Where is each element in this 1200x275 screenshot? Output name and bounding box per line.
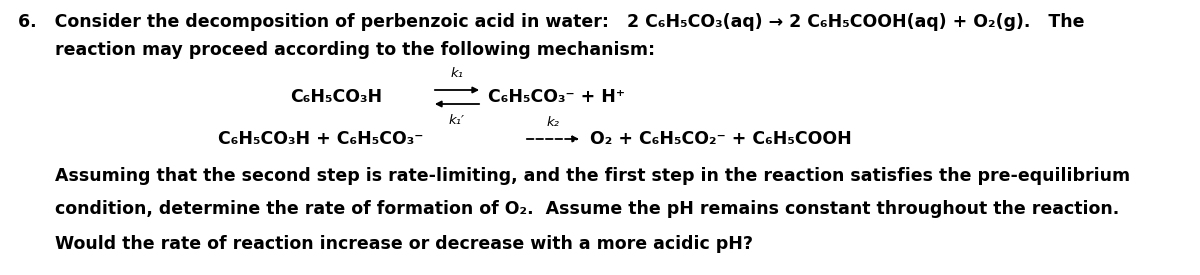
Text: C₆H₅CO₃H: C₆H₅CO₃H <box>290 88 382 106</box>
Text: reaction may proceed according to the following mechanism:: reaction may proceed according to the fo… <box>55 41 655 59</box>
Text: k₂: k₂ <box>546 116 559 129</box>
Text: C₆H₅CO₃H + C₆H₅CO₃⁻: C₆H₅CO₃H + C₆H₅CO₃⁻ <box>218 130 424 148</box>
Text: k₁: k₁ <box>450 67 463 80</box>
Text: O₂ + C₆H₅CO₂⁻ + C₆H₅COOH: O₂ + C₆H₅CO₂⁻ + C₆H₅COOH <box>590 130 852 148</box>
Text: C₆H₅CO₃⁻ + H⁺: C₆H₅CO₃⁻ + H⁺ <box>488 88 625 106</box>
Text: k₁′: k₁′ <box>449 114 466 127</box>
Text: Assuming that the second step is rate-limiting, and the first step in the reacti: Assuming that the second step is rate-li… <box>55 167 1130 185</box>
Text: 6.   Consider the decomposition of perbenzoic acid in water:   2 C₆H₅CO₃(aq) → 2: 6. Consider the decomposition of perbenz… <box>18 13 1085 31</box>
Text: condition, determine the rate of formation of O₂.  Assume the pH remains constan: condition, determine the rate of formati… <box>55 200 1120 218</box>
Text: Would the rate of reaction increase or decrease with a more acidic pH?: Would the rate of reaction increase or d… <box>55 235 754 253</box>
